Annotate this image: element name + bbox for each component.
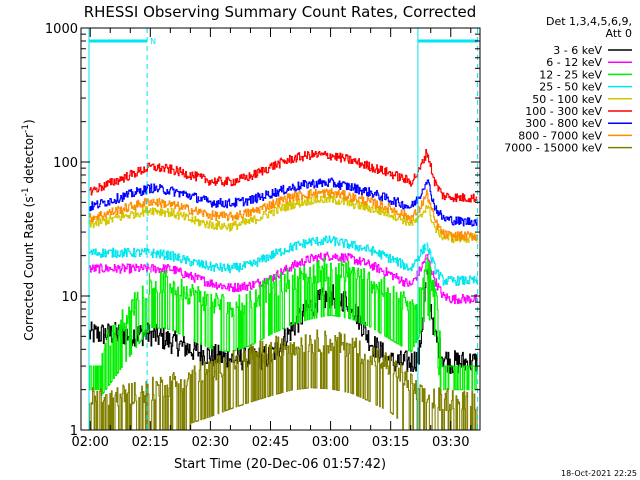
y-tick-label-10: 10: [61, 290, 78, 305]
legend-label-12-25-kev: 12 - 25 keV: [539, 68, 602, 81]
flag-label-n: N: [150, 37, 156, 46]
legend-header-line-1: Det 1,3,4,5,6,9,: [546, 15, 632, 28]
x-tick-label-0215: 02:15: [132, 435, 169, 450]
series-line-300-800-kev: [89, 177, 478, 227]
x-tick-label-0200: 02:00: [71, 435, 108, 450]
series-line-800-7000-kev: [89, 188, 478, 242]
series-line-7000-15000-kev: [89, 329, 478, 430]
y-tick-label-1: 1: [70, 424, 78, 439]
x-tick-label-0245: 02:45: [252, 435, 289, 450]
y-axis-label-sup1: -1: [21, 187, 31, 196]
x-tick-label-0330: 03:30: [432, 435, 469, 450]
y-tick-label-1000: 1000: [45, 22, 78, 37]
legend-label-50-100-kev: 50 - 100 keV: [532, 93, 602, 106]
y-axis-label-mid: detector: [22, 133, 36, 188]
legend-label-7000-15000-kev: 7000 - 15000 keV: [504, 142, 602, 155]
plot-area: [89, 149, 478, 430]
legend-header-line-2: Att 0: [606, 27, 632, 40]
timestamp: 18-Oct-2021 22:25: [561, 469, 637, 478]
y-axis-label-end: ): [22, 119, 36, 124]
y-axis-label-main: Corrected Count Rate (s: [22, 196, 36, 340]
chart-title: RHESSI Observing Summary Count Rates, Co…: [84, 3, 477, 21]
legend-label-300-800-kev: 300 - 800 keV: [525, 117, 602, 130]
legend-label-800-7000-kev: 800 - 7000 keV: [518, 129, 602, 142]
y-axis-label: Corrected Count Rate (s-1 detector-1): [21, 119, 36, 340]
series-line-12-25-kev: [89, 257, 477, 397]
legend-label-3-6-kev: 3 - 6 keV: [553, 44, 602, 57]
series-line-100-300-kev: [89, 149, 478, 203]
legend-label-25-50-kev: 25 - 50 keV: [539, 81, 602, 94]
plot-frame: [80, 27, 481, 431]
series-line-50-100-kev: [89, 194, 478, 244]
x-tick-label-0315: 03:15: [372, 435, 409, 450]
series-line-6-12-kev: [89, 251, 478, 305]
y-axis-label-sup2: -1: [21, 124, 31, 133]
series-line-25-50-kev: [89, 235, 478, 286]
x-tick-label-0300: 03:00: [312, 435, 349, 450]
legend-label-6-12-kev: 6 - 12 keV: [546, 56, 602, 69]
y-tick-label-100: 100: [53, 156, 78, 171]
legend-label-100-300-kev: 100 - 300 keV: [525, 105, 602, 118]
x-tick-label-0230: 02:30: [192, 435, 229, 450]
x-axis-label: Start Time (20-Dec-06 01:57:42): [174, 457, 386, 472]
